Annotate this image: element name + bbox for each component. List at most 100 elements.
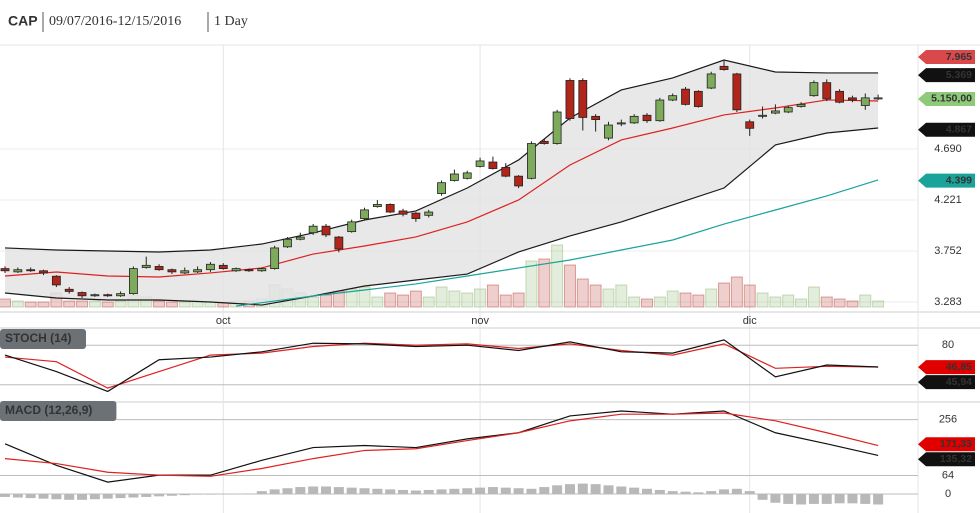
candle-body <box>26 269 36 272</box>
volume-bar <box>525 260 538 308</box>
volume-bar <box>384 292 397 308</box>
histogram-bar <box>629 487 640 495</box>
indicator-line <box>4 412 879 477</box>
volume-bar <box>846 300 859 308</box>
ticker: CAP <box>8 13 38 29</box>
volume-bar <box>756 292 769 308</box>
volume-bar <box>538 258 551 308</box>
volume-bar <box>666 290 679 308</box>
histogram-bar <box>616 486 627 495</box>
histogram-bar <box>64 494 75 500</box>
histogram-bar <box>346 487 357 495</box>
candle-body <box>668 95 678 101</box>
price-badge <box>918 68 975 83</box>
indicator-label-box <box>0 329 86 349</box>
histogram-bar <box>500 487 511 495</box>
histogram-bar <box>513 488 524 495</box>
histogram-bar <box>757 494 768 500</box>
histogram-bar <box>821 494 832 504</box>
candle-body <box>64 288 74 292</box>
histogram-bar <box>179 494 190 496</box>
histogram-bar <box>449 488 460 495</box>
indicator-line <box>4 410 879 483</box>
volume-bar <box>795 298 808 308</box>
x-tick-label: nov <box>471 315 489 327</box>
volume-bar <box>782 294 795 308</box>
volume-bar <box>11 300 24 308</box>
badge-label: 45,94 <box>946 376 972 388</box>
overlay-line <box>4 127 879 306</box>
candle-body <box>745 121 755 129</box>
histogram-bar <box>847 494 858 504</box>
candle-body <box>360 209 369 219</box>
candle-body <box>462 172 472 179</box>
volume-bar <box>551 244 564 308</box>
candle-body <box>501 167 511 177</box>
candle-body <box>514 175 523 187</box>
candle-body <box>39 270 48 274</box>
histogram-bar <box>269 489 280 495</box>
candle-body <box>642 114 652 122</box>
volume-bar <box>602 288 615 308</box>
histogram-bar <box>410 490 421 495</box>
histogram-bar <box>719 489 730 495</box>
histogram-bar <box>77 494 88 500</box>
volume-bar <box>63 300 76 308</box>
indicator-label: STOCH (14) <box>5 331 71 345</box>
volume-bar <box>576 278 589 308</box>
histogram-bar <box>192 494 203 495</box>
histogram-bar <box>256 491 267 495</box>
candle-body <box>270 247 280 270</box>
histogram-bar <box>564 484 575 495</box>
histogram-bar <box>243 493 254 495</box>
price-badge <box>918 50 975 64</box>
volume-bar <box>397 294 410 308</box>
candle-body <box>578 80 588 118</box>
candle-body <box>13 269 23 273</box>
candle-body <box>796 103 806 107</box>
histogram-bar <box>372 488 383 495</box>
volume-bar <box>769 296 782 308</box>
y-tick-label: 256 <box>939 414 957 426</box>
volume-bar <box>320 294 332 308</box>
candle-body <box>616 122 626 125</box>
badge-label: 5.369 <box>946 69 972 81</box>
histogram-bar <box>552 485 563 495</box>
y-tick-label: 80 <box>942 339 954 351</box>
volume-bar <box>422 296 435 308</box>
histogram-bar <box>102 494 113 499</box>
histogram-bar <box>526 488 537 495</box>
price-badge <box>918 375 975 390</box>
histogram-bar <box>667 491 678 495</box>
histogram-bar <box>359 488 370 495</box>
volume-bar <box>641 298 653 308</box>
volume-bar <box>153 300 166 308</box>
candle-body <box>193 269 203 273</box>
histogram-bar <box>115 494 126 499</box>
x-tick-label: oct <box>216 315 231 327</box>
y-tick-label: 4.690 <box>934 143 962 155</box>
volume-bar <box>692 294 705 308</box>
histogram-bar <box>642 488 652 495</box>
date-range: 09/07/2016-12/15/2016 <box>49 14 181 29</box>
histogram-bar <box>860 494 871 504</box>
candle-body <box>565 80 575 119</box>
volume-bar <box>499 294 512 308</box>
badge-label: 171,33 <box>940 438 972 450</box>
candle-body <box>758 114 767 117</box>
volume-bar <box>512 292 525 308</box>
histogram-bar <box>385 489 396 495</box>
candle-body <box>308 225 318 234</box>
overlay-line <box>4 99 879 278</box>
histogram-bar <box>603 485 614 495</box>
histogram-bar <box>680 491 691 495</box>
candle-body <box>372 204 382 208</box>
candle-body <box>681 88 690 105</box>
histogram-bar <box>744 491 755 495</box>
volume-bar <box>653 296 666 308</box>
price-badge <box>918 122 975 137</box>
candle-body <box>693 90 703 107</box>
candle-body <box>539 140 549 144</box>
candle-body <box>385 204 395 213</box>
